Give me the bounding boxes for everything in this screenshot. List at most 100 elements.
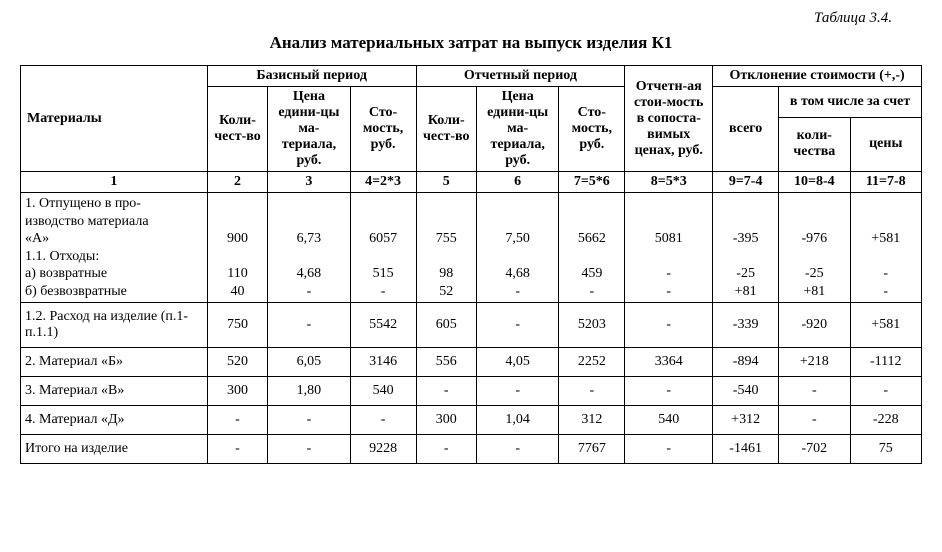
cell-text: 459 (565, 265, 618, 283)
cell-text: - (483, 283, 552, 301)
cell-text: 2252 (559, 348, 625, 377)
table-row: 2. Материал «Б» 520 6,05 3146 556 4,05 2… (21, 348, 922, 377)
cell-text: Итого на изделие (21, 435, 208, 464)
formula-c5: 5 (416, 172, 476, 193)
cell-text: -339 (713, 303, 779, 348)
cell-text: - (779, 377, 850, 406)
table-row: 4. Материал «Д» - - - 300 1,04 312 540 +… (21, 406, 922, 435)
cell-text: 1.2. Расход на изделие (п.1-п.1.1) (21, 303, 208, 348)
cell-text: - (268, 303, 350, 348)
cell-text: 540 (625, 406, 713, 435)
cell-text: 40 (214, 283, 261, 301)
cell-text: 4,05 (476, 348, 558, 377)
cell-text: 300 (207, 377, 267, 406)
cell-text: 98 (423, 265, 470, 283)
cell-text: 540 (350, 377, 416, 406)
cell-text: - (559, 377, 625, 406)
header-base-cost: Сто-мость, руб. (350, 87, 416, 172)
cell-text: 52 (423, 283, 470, 301)
cell-text: «А» (25, 230, 201, 248)
cell-text: 755 (423, 230, 470, 248)
formula-c2: 2 (207, 172, 267, 193)
table-row: 1. Отпущено в про- изводство материала «… (21, 193, 922, 303)
header-materials: Материалы (21, 66, 208, 172)
cell-text: - (779, 406, 850, 435)
cell-text: 1,04 (476, 406, 558, 435)
cell-text: - (565, 283, 618, 301)
header-report-period: Отчетный период (416, 66, 625, 87)
formula-c9: 9=7-4 (713, 172, 779, 193)
formula-c8: 8=5*3 (625, 172, 713, 193)
cell-text: 75 (850, 435, 922, 464)
cell-text: +81 (785, 283, 843, 301)
cell-text: - (625, 377, 713, 406)
cell-text: - (476, 377, 558, 406)
cell-text: 5081 (631, 230, 706, 248)
cell-text: - (207, 406, 267, 435)
header-report-cost: Отчетн-ая стои-мость в сопоста-вимых цен… (625, 66, 713, 172)
header-base-period: Базисный период (207, 66, 416, 87)
cell-text: 556 (416, 348, 476, 377)
cell-text: 4,68 (274, 265, 343, 283)
formula-c3: 3 (268, 172, 350, 193)
cell-text: 3146 (350, 348, 416, 377)
cell-text: - (416, 377, 476, 406)
table-row: Итого на изделие - - 9228 - - 7767 - -14… (21, 435, 922, 464)
cell-text: б) безвозвратные (25, 283, 201, 301)
header-rep-cost: Сто-мость, руб. (559, 87, 625, 172)
cell-text: - (625, 435, 713, 464)
formula-c7: 7=5*6 (559, 172, 625, 193)
header-rep-qty: Коли-чест-во (416, 87, 476, 172)
cell-text: 1. Отпущено в про- (25, 195, 201, 213)
cell-text: - (268, 406, 350, 435)
cell-text: - (207, 435, 267, 464)
materials-cost-table: Материалы Базисный период Отчетный перио… (20, 65, 922, 464)
cell-text: -920 (779, 303, 850, 348)
cell-text: +81 (719, 283, 772, 301)
header-deviation: Отклонение стоимости (+,-) (713, 66, 922, 87)
cell-text: -1112 (850, 348, 922, 377)
cell-text: 605 (416, 303, 476, 348)
formula-c6: 6 (476, 172, 558, 193)
formula-c1: 1 (21, 172, 208, 193)
header-dev-total: всего (713, 87, 779, 172)
cell-text: 1,80 (268, 377, 350, 406)
header-dev-including: в том числе за счет (779, 87, 922, 118)
cell-text: 3. Материал «В» (21, 377, 208, 406)
cell-text: - (350, 406, 416, 435)
header-dev-qty: коли-чества (779, 117, 850, 171)
header-dev-price: цены (850, 117, 922, 171)
cell-text: 7,50 (483, 230, 552, 248)
cell-text: 1.1. Отходы: (25, 248, 201, 266)
cell-text: 900 (214, 230, 261, 248)
cell-text: 6,05 (268, 348, 350, 377)
cell-text: 110 (214, 265, 261, 283)
table-row: 3. Материал «В» 300 1,80 540 - - - - -54… (21, 377, 922, 406)
cell-text: 4. Материал «Д» (21, 406, 208, 435)
cell-text: 300 (416, 406, 476, 435)
cell-text: 750 (207, 303, 267, 348)
cell-text: +581 (850, 303, 922, 348)
cell-text: 2. Материал «Б» (21, 348, 208, 377)
formula-c10: 10=8-4 (779, 172, 850, 193)
cell-text: -25 (785, 265, 843, 283)
cell-text: -894 (713, 348, 779, 377)
header-rep-price: Цена едини-цы ма-териала, руб. (476, 87, 558, 172)
cell-text: - (416, 435, 476, 464)
cell-text: изводство материала (25, 213, 201, 231)
cell-text: 5203 (559, 303, 625, 348)
cell-text: 9228 (350, 435, 416, 464)
cell-text: -976 (785, 230, 843, 248)
cell-text: - (625, 303, 713, 348)
page-title: Анализ материальных затрат на выпуск изд… (20, 33, 922, 53)
cell-text: -1461 (713, 435, 779, 464)
table-row: 1.2. Расход на изделие (п.1-п.1.1) 750 -… (21, 303, 922, 348)
cell-text: 5662 (565, 230, 618, 248)
cell-text: +581 (857, 230, 916, 248)
cell-text: +218 (779, 348, 850, 377)
cell-text: - (357, 283, 410, 301)
cell-text: 6,73 (274, 230, 343, 248)
cell-text: - (857, 265, 916, 283)
header-base-price: Цена едини-цы ма-териала, руб. (268, 87, 350, 172)
cell-text: -25 (719, 265, 772, 283)
